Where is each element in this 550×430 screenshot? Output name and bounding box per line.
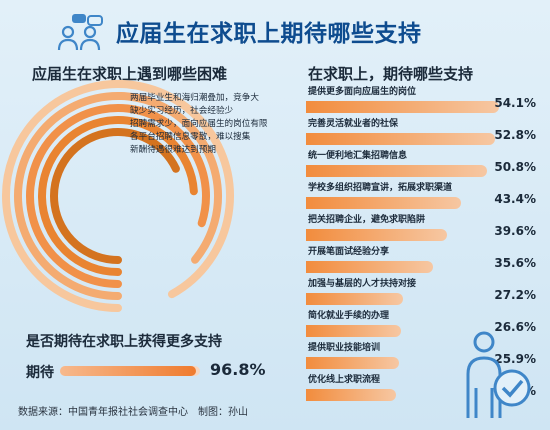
support-bar-label: 学校多组织招聘宣讲，拓展求职渠道 [308, 183, 453, 193]
support-bar [306, 389, 396, 401]
expect-bar-fill [60, 366, 196, 376]
support-bar-label: 提供更多面向应届生的岗位 [308, 87, 417, 97]
difficulty-arc-label: 两届毕业生和海归潮叠加，竞争大 [130, 93, 259, 103]
support-bar [306, 357, 399, 369]
difficulty-arc [38, 116, 198, 276]
difficulty-arc-label: 招聘需求少，面向应届生的岗位有限 [130, 119, 268, 129]
support-bar [306, 229, 448, 241]
difficulty-chart-title: 应届生在求职上遇到哪些困难 [32, 65, 228, 83]
support-bar-row: 完善灵活就业者的社保 52.8% [306, 116, 536, 148]
support-bar [306, 197, 461, 209]
support-bar-value: 52.8% [494, 128, 536, 142]
expect-chart-title: 是否期待在求职上获得更多支持 [26, 334, 222, 350]
support-bar-label: 加强与基层的人才扶持对接 [308, 279, 417, 289]
support-bar-label: 完善灵活就业者的社保 [308, 119, 399, 129]
page-title: 应届生在求职上期待哪些支持 [116, 21, 422, 47]
support-chart-title: 在求职上，期待哪些支持 [308, 65, 474, 83]
difficulty-arc-label: 各平台招聘信息零散，难以搜集 [130, 132, 251, 142]
support-bar-value: 26.6% [494, 320, 536, 334]
expect-bar-track [60, 366, 200, 376]
support-bar [306, 293, 404, 305]
support-bar-label: 优化线上求职流程 [308, 375, 381, 385]
support-bar-label: 把关招聘企业，避免求职陷阱 [308, 215, 426, 225]
difficulty-arc [50, 128, 180, 264]
support-bar [306, 325, 401, 337]
support-bar [306, 133, 495, 145]
difficulty-arc-label: 新酬待遇很难达到预期 [130, 145, 216, 155]
support-bar-label: 简化就业手续的办理 [308, 311, 390, 321]
support-bar-value: 54.1% [494, 96, 536, 110]
person-check-icon [466, 331, 531, 418]
support-bar-value: 25.9% [494, 352, 536, 366]
support-bar-label: 提供职业技能培训 [308, 343, 381, 353]
support-bar-row: 把关招聘企业，避免求职陷阱 39.6% [306, 212, 536, 244]
support-bar-label: 开展笔面试经验分享 [308, 247, 390, 257]
support-bar [306, 261, 434, 273]
support-bar [306, 101, 500, 113]
difficulty-arc [2, 80, 234, 312]
support-bar-value: 43.4% [494, 192, 536, 206]
support-bar-row: 统一便利地汇集招聘信息 50.8% [306, 148, 536, 180]
support-bar-value: 27.2% [494, 288, 536, 302]
support-bar-row: 提供更多面向应届生的岗位 54.1% [306, 84, 536, 116]
support-bar-value: 35.6% [494, 256, 536, 270]
support-bar [306, 165, 488, 177]
expect-category-label: 期待 [26, 365, 54, 381]
source-note: 数据来源：中国青年报社社会调查中心 制图：孙山 [18, 407, 248, 418]
difficulty-arc [14, 92, 222, 300]
support-bar-label: 统一便利地汇集招聘信息 [308, 151, 408, 161]
support-bar-row: 学校多组织招聘宣讲，拓展求职渠道 43.4% [306, 180, 536, 212]
support-bar-row: 提供职业技能培训 25.9% [306, 340, 536, 372]
support-bar-row: 简化就业手续的办理 26.6% [306, 308, 536, 340]
difficulty-arc-label: 缺少实习经历，社会经验少 [130, 106, 234, 116]
support-bar-row: 开展笔面试经验分享 35.6% [306, 244, 536, 276]
support-bar-value: 39.6% [494, 224, 536, 238]
expect-value-label: 96.8% [210, 360, 266, 379]
support-bar-row: 加强与基层的人才扶持对接 27.2% [306, 276, 536, 308]
difficulty-arc [26, 104, 210, 288]
people-chat-icon [57, 14, 103, 51]
support-bar-value: 50.8% [494, 160, 536, 174]
